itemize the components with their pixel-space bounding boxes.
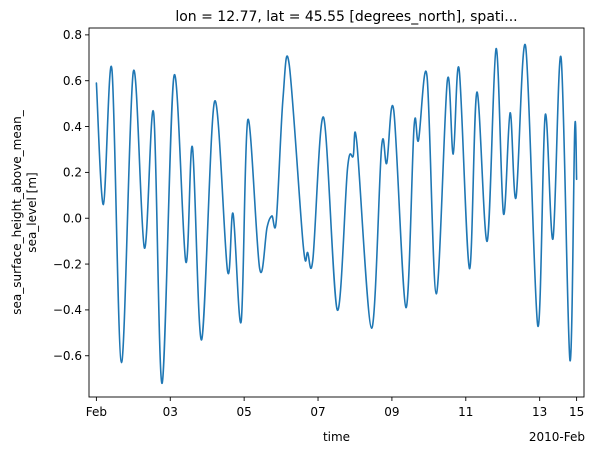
x-tick-label-3: 07 — [310, 405, 325, 419]
x-axis-label: time — [323, 430, 350, 444]
y-tick-label-6: 0.6 — [63, 74, 82, 88]
x-tick-label-2: 05 — [237, 405, 252, 419]
x-axis: Feb 03 05 07 09 11 13 15 — [86, 397, 584, 419]
y-tick-label-1: −0.4 — [53, 303, 82, 317]
y-axis-label-line-2: sea_level [m] — [25, 172, 39, 252]
chart-title: lon = 12.77, lat = 45.55 [degrees_north]… — [175, 9, 517, 25]
y-tick-label-0: −0.6 — [53, 349, 82, 363]
x-axis-offset-label: 2010-Feb — [529, 430, 585, 444]
plot-area — [95, 43, 578, 385]
y-axis-label-line-1: sea_surface_height_above_mean_ — [10, 109, 24, 314]
y-tick-label-3: 0.0 — [63, 212, 82, 226]
series-line-sea-surface-height — [95, 43, 578, 385]
y-axis: −0.6 −0.4 −0.2 0.0 0.2 0.4 0.6 0.8 — [53, 28, 89, 363]
y-tick-label-5: 0.4 — [63, 120, 82, 134]
x-tick-label-4: 09 — [384, 405, 399, 419]
x-tick-label-7: 15 — [569, 405, 584, 419]
y-tick-label-7: 0.8 — [63, 28, 82, 42]
x-tick-label-1: 03 — [163, 405, 178, 419]
axes-frame — [88, 27, 585, 398]
x-tick-label-6: 13 — [532, 405, 547, 419]
x-tick-label-0: Feb — [86, 405, 107, 419]
x-tick-label-5: 11 — [458, 405, 473, 419]
y-tick-label-4: 0.2 — [63, 166, 82, 180]
y-tick-label-2: −0.2 — [53, 257, 82, 271]
